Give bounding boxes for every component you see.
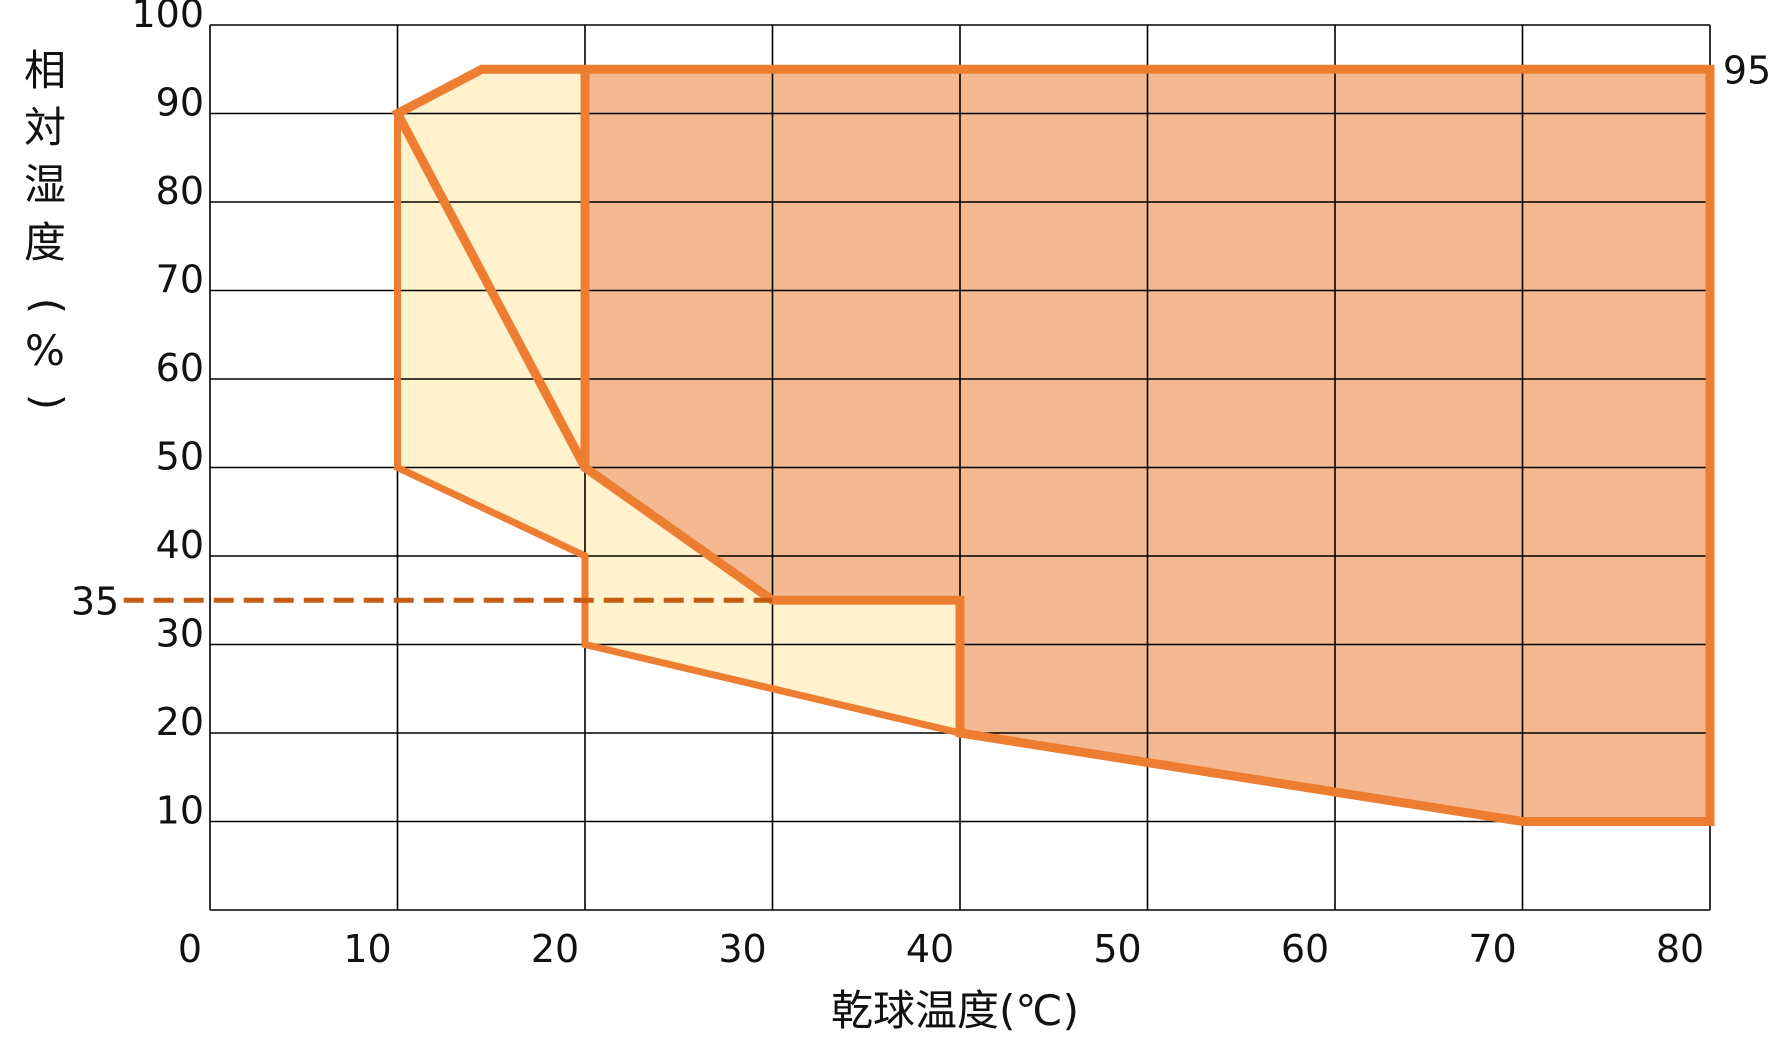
y-axis-label-char: 相 bbox=[24, 46, 66, 95]
region-dark-outline bbox=[391, 64, 1715, 826]
x-axis-label: 乾球温度(℃) bbox=[831, 986, 1079, 1035]
y-tick-label: 70 bbox=[156, 258, 204, 302]
x-tick-label: 30 bbox=[718, 927, 766, 971]
y-tick-label: 20 bbox=[156, 700, 204, 744]
region-light-fill bbox=[397, 69, 960, 734]
y-axis-label-char: ( bbox=[23, 298, 72, 314]
x-tick-label: 10 bbox=[343, 927, 391, 971]
y-axis-label-char: 湿 bbox=[24, 160, 66, 209]
y-tick-label: 30 bbox=[156, 612, 204, 656]
y-tick-label: 90 bbox=[156, 81, 204, 125]
x-tick-label: 80 bbox=[1656, 927, 1704, 971]
x-tick-label: 0 bbox=[178, 927, 202, 971]
x-tick-label: 60 bbox=[1281, 927, 1329, 971]
annotation-label: 35 bbox=[71, 579, 119, 623]
y-axis-label-char: ) bbox=[23, 394, 72, 410]
x-tick-label: 40 bbox=[906, 927, 954, 971]
x-tick-label: 70 bbox=[1468, 927, 1516, 971]
annotation-label: 95 bbox=[1723, 48, 1771, 92]
y-tick-label: 10 bbox=[156, 789, 204, 833]
y-axis-label-char: % bbox=[25, 326, 65, 375]
y-axis-label-char: 対 bbox=[24, 103, 66, 152]
y-tick-label: 40 bbox=[156, 523, 204, 567]
y-tick-labels: 10 20 30 40 50 60 70 80 90 100 bbox=[131, 0, 204, 833]
y-axis-label-char: 度 bbox=[24, 218, 66, 267]
x-tick-labels: 0 10 20 30 40 50 60 70 80 bbox=[178, 927, 1704, 971]
y-tick-label: 80 bbox=[156, 169, 204, 213]
x-tick-label: 20 bbox=[531, 927, 579, 971]
y-tick-label: 100 bbox=[131, 0, 204, 36]
region-outlines bbox=[391, 64, 1715, 826]
y-tick-label: 50 bbox=[156, 435, 204, 479]
region-dark-fill bbox=[397, 69, 1710, 822]
region-fills bbox=[397, 69, 1710, 822]
annotations: 95 35 bbox=[71, 48, 1771, 623]
y-tick-label: 60 bbox=[156, 346, 204, 390]
x-tick-label: 50 bbox=[1093, 927, 1141, 971]
